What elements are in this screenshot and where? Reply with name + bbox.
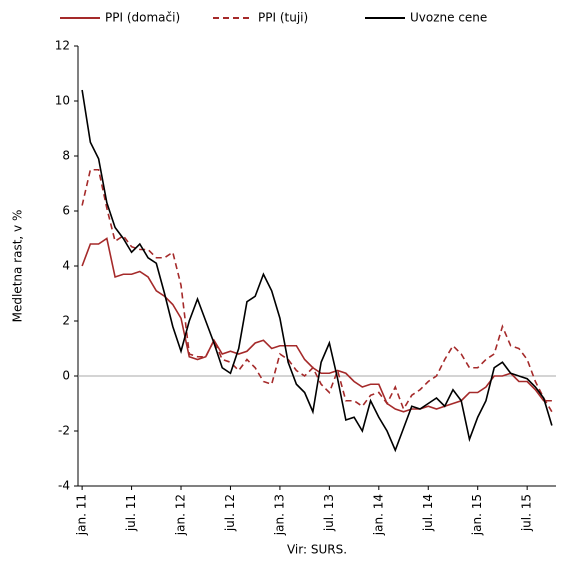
y-axis-title: Medletna rast, v %	[11, 210, 25, 323]
x-tick-label: jul. 12	[223, 494, 237, 532]
x-tick-label: jul. 14	[421, 494, 435, 532]
y-tick-label: 6	[62, 204, 70, 218]
y-tick-label: 10	[55, 94, 70, 108]
series-line	[81, 237, 552, 413]
x-tick-label: jul. 15	[520, 494, 534, 532]
y-tick-label: -4	[58, 479, 70, 493]
x-tick-label: jan. 13	[272, 494, 286, 536]
x-tick-label: jan. 11	[75, 494, 89, 536]
x-tick-label: jul. 13	[322, 494, 336, 532]
legend-label: PPI (domači)	[105, 11, 180, 25]
y-tick-label: 2	[62, 314, 70, 328]
source-note: Vir: SURS.	[287, 543, 347, 557]
x-tick-label: jan. 14	[371, 494, 385, 536]
y-tick-label: 12	[55, 39, 70, 53]
series-line	[81, 168, 553, 413]
legend-label: PPI (tuji)	[258, 11, 308, 25]
legend-label: Uvozne cene	[410, 11, 487, 25]
series-line	[81, 89, 553, 453]
x-tick-label: jul. 11	[124, 494, 138, 532]
x-tick-label: jan. 12	[174, 494, 188, 536]
y-tick-label: -2	[58, 424, 70, 438]
x-tick-label: jan. 15	[470, 494, 484, 536]
y-tick-label: 0	[62, 369, 70, 383]
y-tick-label: 4	[62, 259, 70, 273]
y-tick-label: 8	[62, 149, 70, 163]
